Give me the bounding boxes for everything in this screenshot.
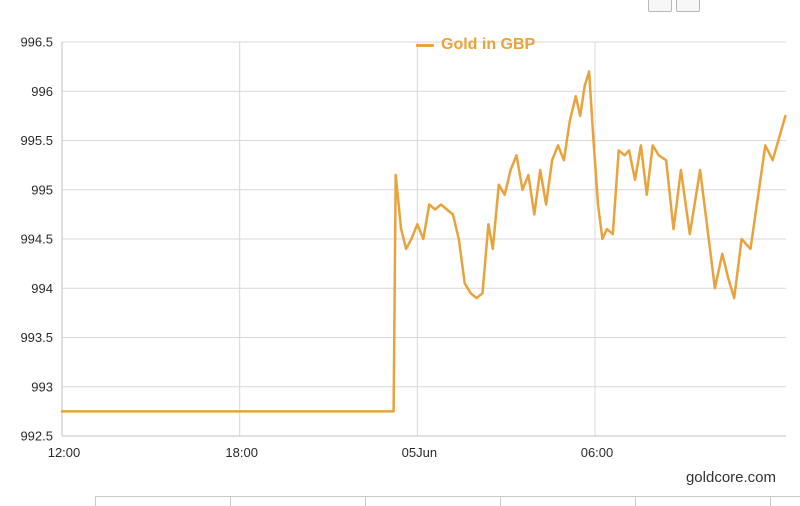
svg-text:996: 996 [31,84,53,99]
chart-legend[interactable]: Gold in GBP [416,36,535,54]
svg-text:995: 995 [31,182,53,197]
svg-text:06:00: 06:00 [581,445,614,460]
legend-line-marker [416,43,434,47]
table-column-divider [95,497,96,506]
table-column-divider [365,497,366,506]
chart-print-button[interactable] [676,0,700,12]
svg-text:994: 994 [31,281,53,296]
table-column-divider [230,497,231,506]
svg-text:993.5: 993.5 [20,330,53,345]
svg-text:993: 993 [31,379,53,394]
svg-text:992.5: 992.5 [20,429,53,444]
table-column-divider [635,497,636,506]
svg-text:996.5: 996.5 [20,35,53,50]
chart-export-button[interactable] [648,0,672,12]
svg-text:05Jun: 05Jun [402,445,437,460]
goldcore-watermark: goldcore.com [685,469,776,486]
svg-text:12:00: 12:00 [48,445,81,460]
svg-text:995.5: 995.5 [20,133,53,148]
table-column-divider [770,497,771,506]
svg-text:994.5: 994.5 [20,232,53,247]
svg-text:18:00: 18:00 [225,445,258,460]
legend-label: Gold in GBP [441,36,536,53]
table-column-divider [500,497,501,506]
data-table-top-edge [95,496,800,506]
